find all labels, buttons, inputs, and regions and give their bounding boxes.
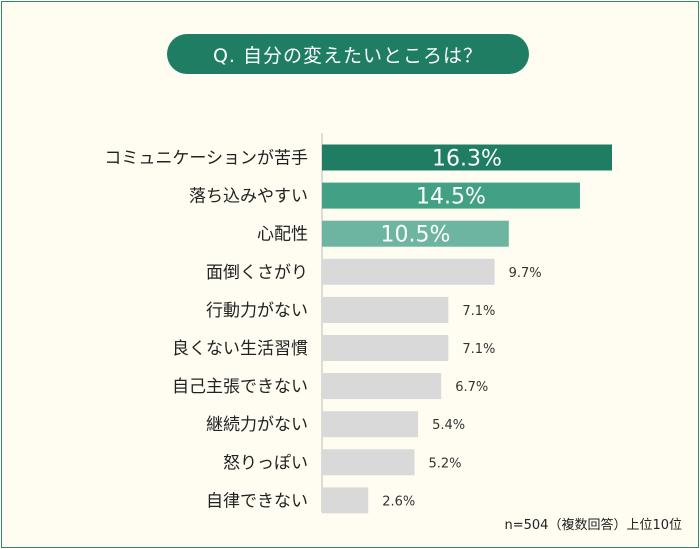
value-label-8: 5.4% bbox=[432, 418, 465, 433]
category-label-3: 心配性 bbox=[257, 225, 308, 245]
value-label-2: 14.5% bbox=[416, 185, 486, 210]
category-label-10: 自律できない bbox=[206, 491, 308, 511]
category-label-6: 良くない生活習慣 bbox=[172, 339, 308, 359]
value-label-10: 2.6% bbox=[382, 494, 415, 509]
category-label-1: コミュニケーションが苦手 bbox=[104, 149, 308, 169]
sample-note: n=504（複数回答）上位10位 bbox=[504, 518, 683, 533]
value-label-1: 16.3% bbox=[432, 147, 502, 172]
bar-8 bbox=[322, 411, 419, 438]
category-label-4: 面倒くさがり bbox=[206, 263, 308, 283]
category-label-8: 継続力がない bbox=[206, 415, 308, 435]
value-label-3: 10.5% bbox=[380, 223, 450, 248]
bar-2 bbox=[322, 182, 580, 209]
value-label-9: 5.2% bbox=[429, 456, 462, 471]
value-label-5: 7.1% bbox=[462, 304, 495, 319]
bar-6 bbox=[322, 335, 449, 361]
bar-9 bbox=[322, 449, 415, 476]
value-label-6: 7.1% bbox=[462, 342, 495, 357]
chart-title: Q. 自分の変えたいところは？ bbox=[167, 34, 529, 74]
bar-3 bbox=[322, 220, 509, 247]
value-label-4: 9.7% bbox=[509, 266, 542, 281]
value-label-7: 6.7% bbox=[455, 380, 488, 395]
category-label-9: 怒りっぽい bbox=[223, 453, 308, 473]
bar-5 bbox=[322, 296, 449, 323]
bar-10 bbox=[322, 487, 369, 514]
category-label-7: 自己主張できない bbox=[172, 377, 308, 397]
category-label-2: 落ち込みやすい bbox=[189, 187, 308, 207]
bar-4 bbox=[322, 258, 495, 285]
category-label-5: 行動力がない bbox=[206, 301, 308, 321]
bar-7 bbox=[322, 373, 442, 400]
bar-1 bbox=[322, 144, 612, 171]
